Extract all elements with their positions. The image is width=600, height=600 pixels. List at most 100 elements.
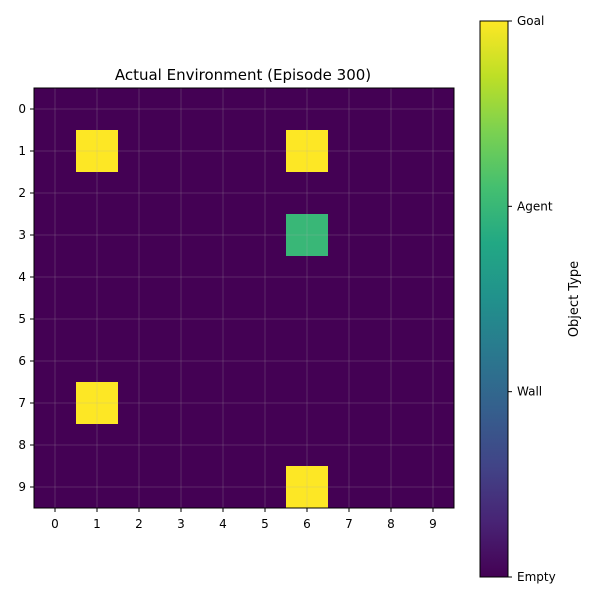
heatmap-cell [76, 298, 119, 341]
heatmap-cell [34, 172, 77, 215]
heatmap-cell [160, 214, 203, 257]
heatmap-cell [202, 382, 245, 425]
heatmap-cell [202, 256, 245, 299]
heatmap-cell [244, 298, 287, 341]
heatmap-cell [160, 298, 203, 341]
heatmap-cell [76, 130, 119, 173]
heatmap-cell [76, 382, 119, 425]
heatmap-cell [34, 298, 77, 341]
heatmap-cell [328, 256, 371, 299]
heatmap-cell [160, 340, 203, 383]
y-tick-label: 2 [18, 186, 26, 200]
heatmap-cell [412, 340, 455, 383]
heatmap-cell [160, 130, 203, 173]
heatmap-cell [412, 298, 455, 341]
heatmap-cell [286, 172, 329, 215]
heatmap-cell [286, 214, 329, 257]
heatmap-cell [370, 130, 413, 173]
heatmap-cell [34, 130, 77, 173]
heatmap-cell [34, 214, 77, 257]
heatmap-cell [286, 382, 329, 425]
heatmap-cell [244, 466, 287, 509]
heatmap-cell [412, 214, 455, 257]
heatmap-cell [412, 88, 455, 131]
heatmap-cell [370, 88, 413, 131]
y-tick-label: 7 [18, 396, 26, 410]
y-tick-label: 9 [18, 480, 26, 494]
heatmap-cell [76, 340, 119, 383]
heatmap-cell [370, 382, 413, 425]
heatmap-cell [202, 88, 245, 131]
heatmap-cell [76, 214, 119, 257]
x-tick-label: 5 [261, 517, 269, 531]
heatmap-cell [328, 466, 371, 509]
heatmap-cell [202, 340, 245, 383]
heatmap-cell [160, 256, 203, 299]
heatmap-cell [118, 424, 161, 467]
plot-frame [33, 87, 455, 509]
heatmap-cell [118, 382, 161, 425]
heatmap-cell [412, 382, 455, 425]
heatmap-cell [286, 424, 329, 467]
colorbar-tick-label: Empty [517, 570, 556, 584]
heatmap-cell [118, 130, 161, 173]
heatmap-cell [76, 256, 119, 299]
x-tick-label: 8 [387, 517, 395, 531]
heatmap-cell [412, 466, 455, 509]
heatmap-cell [34, 340, 77, 383]
heatmap-cells [34, 88, 455, 509]
heatmap-cell [370, 172, 413, 215]
heatmap-cell [412, 172, 455, 215]
heatmap-cell [118, 172, 161, 215]
heatmap-cell [160, 466, 203, 509]
heatmap-cell [160, 88, 203, 131]
x-axis: 0 1 2 3 4 5 6 7 8 9 [51, 508, 437, 531]
heatmap-cell [328, 424, 371, 467]
y-tick-label: 5 [18, 312, 26, 326]
x-tick-label: 9 [429, 517, 437, 531]
chart-title: Actual Environment (Episode 300) [115, 66, 371, 84]
colorbar-ticks: Empty Wall Agent Goal [508, 14, 556, 584]
y-tick-label: 0 [18, 102, 26, 116]
heatmap-cell [286, 298, 329, 341]
heatmap-cell [202, 466, 245, 509]
heatmap-cell [160, 172, 203, 215]
heatmap-cell [202, 424, 245, 467]
heatmap-cell [202, 172, 245, 215]
x-tick-label: 0 [51, 517, 59, 531]
heatmap-cell [286, 88, 329, 131]
heatmap-cell [286, 340, 329, 383]
colorbar: Empty Wall Agent Goal Object Type [479, 14, 582, 584]
x-tick-label: 2 [135, 517, 143, 531]
heatmap-cell [34, 424, 77, 467]
heatmap-cell [370, 256, 413, 299]
heatmap-cell [160, 424, 203, 467]
x-tick-label: 4 [219, 517, 227, 531]
heatmap-cell [34, 88, 77, 131]
heatmap-gridlines [34, 88, 454, 508]
heatmap-cell [202, 298, 245, 341]
heatmap-cell [244, 340, 287, 383]
heatmap-cell [202, 214, 245, 257]
colorbar-tick-label: Agent [517, 199, 553, 213]
heatmap-cell [76, 88, 119, 131]
heatmap-cell [76, 466, 119, 509]
y-tick-label: 6 [18, 354, 26, 368]
heatmap-cell [370, 424, 413, 467]
heatmap-cell [412, 256, 455, 299]
heatmap-cell [118, 466, 161, 509]
heatmap-cell [370, 298, 413, 341]
heatmap-cell [244, 130, 287, 173]
colorbar-tick-label: Goal [517, 14, 544, 28]
y-axis: 0 1 2 3 4 5 6 7 8 9 [18, 102, 34, 494]
heatmap-cell [370, 340, 413, 383]
heatmap-cell [76, 424, 119, 467]
colorbar-gradient [479, 20, 509, 578]
x-tick-label: 7 [345, 517, 353, 531]
heatmap-cell [286, 256, 329, 299]
heatmap-cell [118, 256, 161, 299]
heatmap-cell [286, 130, 329, 173]
heatmap-cell [328, 298, 371, 341]
heatmap-cell [244, 172, 287, 215]
x-tick-label: 1 [93, 517, 101, 531]
